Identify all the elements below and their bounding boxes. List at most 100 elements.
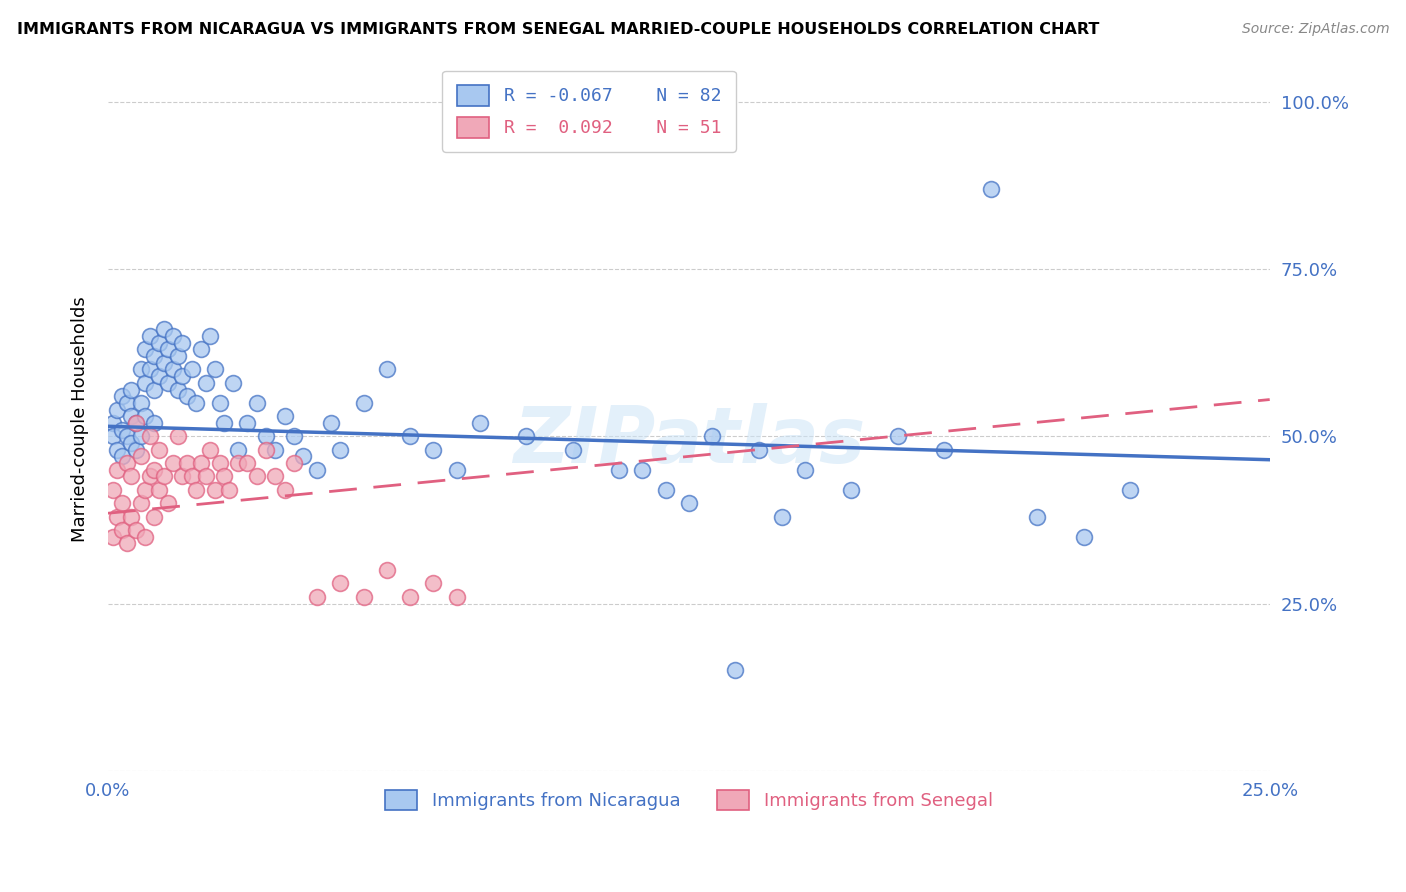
Point — [148, 335, 170, 350]
Point — [1026, 509, 1049, 524]
Point — [515, 429, 537, 443]
Point — [115, 396, 138, 410]
Point — [152, 469, 174, 483]
Point — [307, 463, 329, 477]
Point — [841, 483, 863, 497]
Point — [148, 442, 170, 457]
Point — [468, 416, 491, 430]
Point — [292, 450, 315, 464]
Point — [748, 442, 770, 457]
Point — [273, 409, 295, 424]
Point — [105, 402, 128, 417]
Point — [446, 590, 468, 604]
Point — [399, 590, 422, 604]
Point — [212, 416, 235, 430]
Legend: Immigrants from Nicaragua, Immigrants from Senegal: Immigrants from Nicaragua, Immigrants fr… — [371, 775, 1007, 825]
Point — [143, 463, 166, 477]
Point — [446, 463, 468, 477]
Point — [134, 409, 156, 424]
Point — [166, 383, 188, 397]
Point — [236, 416, 259, 430]
Point — [212, 469, 235, 483]
Point — [105, 463, 128, 477]
Point — [180, 362, 202, 376]
Point — [353, 396, 375, 410]
Point — [105, 509, 128, 524]
Point — [120, 409, 142, 424]
Point — [200, 442, 222, 457]
Point — [148, 369, 170, 384]
Point — [120, 383, 142, 397]
Point — [204, 362, 226, 376]
Point — [143, 509, 166, 524]
Point — [561, 442, 583, 457]
Point — [375, 362, 398, 376]
Point — [194, 469, 217, 483]
Point — [208, 396, 231, 410]
Point — [111, 496, 134, 510]
Point — [422, 576, 444, 591]
Point — [770, 509, 793, 524]
Point — [129, 362, 152, 376]
Point — [125, 416, 148, 430]
Point — [129, 429, 152, 443]
Point — [631, 463, 654, 477]
Point — [724, 664, 747, 678]
Point — [125, 416, 148, 430]
Point — [218, 483, 240, 497]
Point — [208, 456, 231, 470]
Point — [226, 442, 249, 457]
Point — [162, 329, 184, 343]
Point — [157, 343, 180, 357]
Point — [794, 463, 817, 477]
Point — [111, 450, 134, 464]
Point — [166, 429, 188, 443]
Point — [120, 469, 142, 483]
Point — [273, 483, 295, 497]
Point — [172, 369, 194, 384]
Point — [204, 483, 226, 497]
Point — [887, 429, 910, 443]
Point — [101, 530, 124, 544]
Point — [176, 456, 198, 470]
Point — [172, 469, 194, 483]
Point — [105, 442, 128, 457]
Point — [700, 429, 723, 443]
Point — [129, 496, 152, 510]
Point — [162, 456, 184, 470]
Point — [226, 456, 249, 470]
Point — [157, 496, 180, 510]
Point — [134, 376, 156, 390]
Point — [125, 442, 148, 457]
Point — [934, 442, 956, 457]
Point — [152, 356, 174, 370]
Point — [152, 322, 174, 336]
Point — [654, 483, 676, 497]
Point — [190, 456, 212, 470]
Point — [422, 442, 444, 457]
Point — [172, 335, 194, 350]
Point — [176, 389, 198, 403]
Point — [111, 389, 134, 403]
Y-axis label: Married-couple Households: Married-couple Households — [72, 297, 89, 542]
Point — [264, 442, 287, 457]
Point — [222, 376, 245, 390]
Point — [139, 469, 162, 483]
Point — [194, 376, 217, 390]
Point — [115, 429, 138, 443]
Point — [143, 383, 166, 397]
Point — [254, 429, 277, 443]
Text: IMMIGRANTS FROM NICARAGUA VS IMMIGRANTS FROM SENEGAL MARRIED-COUPLE HOUSEHOLDS C: IMMIGRANTS FROM NICARAGUA VS IMMIGRANTS … — [17, 22, 1099, 37]
Point — [399, 429, 422, 443]
Point — [246, 396, 269, 410]
Point — [101, 429, 124, 443]
Point — [190, 343, 212, 357]
Point — [148, 483, 170, 497]
Point — [375, 563, 398, 577]
Point — [329, 576, 352, 591]
Text: Source: ZipAtlas.com: Source: ZipAtlas.com — [1241, 22, 1389, 37]
Point — [143, 349, 166, 363]
Point — [134, 530, 156, 544]
Point — [353, 590, 375, 604]
Point — [246, 469, 269, 483]
